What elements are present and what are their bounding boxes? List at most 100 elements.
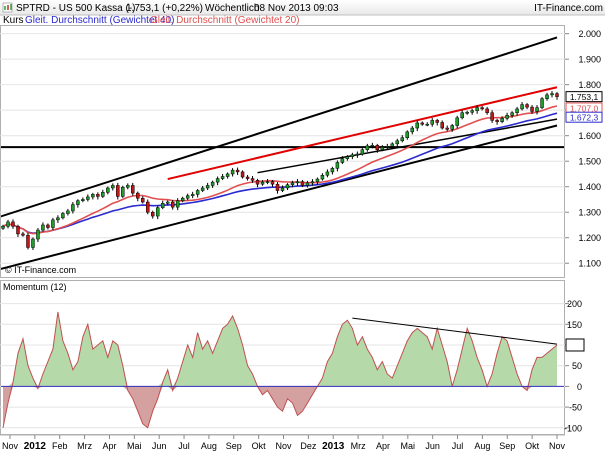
candle xyxy=(350,152,355,160)
candle xyxy=(81,197,85,203)
x-tick-label: Mai xyxy=(127,441,142,451)
candle xyxy=(540,97,544,110)
candle xyxy=(21,231,25,237)
candle xyxy=(440,120,444,130)
momentum-tick-label: 200 xyxy=(567,299,582,309)
x-tick-label: Okt xyxy=(252,441,267,451)
momentum-negative-area xyxy=(3,386,557,428)
candle xyxy=(215,176,220,186)
candle xyxy=(61,211,65,220)
price-tick-label: 1.300 xyxy=(578,208,601,218)
x-tick-label: Sep xyxy=(499,441,515,451)
x-tick-label: Mai xyxy=(401,441,416,451)
candle xyxy=(475,105,479,114)
x-tick-label: Dez xyxy=(300,441,317,451)
x-tick-label: Apr xyxy=(376,441,390,451)
symbol-title: SPTRD - US 500 Kassa (-) xyxy=(16,3,135,14)
datetime-label: 08 Nov 2013 09:03 xyxy=(254,3,339,14)
candle xyxy=(200,185,205,193)
candle xyxy=(370,142,375,149)
candle xyxy=(335,160,340,172)
candle xyxy=(360,148,365,156)
candle xyxy=(500,116,504,124)
resistance-line xyxy=(167,86,558,181)
candle xyxy=(1,224,5,230)
x-tick-label: 2013 xyxy=(322,441,345,452)
candle xyxy=(515,106,519,116)
candle xyxy=(265,179,270,185)
candle xyxy=(195,189,200,198)
candle xyxy=(490,110,494,123)
x-tick-label: Aug xyxy=(201,441,217,451)
candle xyxy=(250,176,255,183)
ma40-line xyxy=(2,112,558,235)
candle xyxy=(121,185,125,198)
candle xyxy=(520,102,524,111)
candle xyxy=(445,125,449,132)
price-tag: 1.672,3 xyxy=(565,111,603,123)
candle xyxy=(395,138,400,147)
candle xyxy=(205,182,210,191)
candle xyxy=(375,143,380,153)
candle xyxy=(505,112,509,121)
candle xyxy=(141,196,145,204)
candle xyxy=(136,191,140,202)
candle xyxy=(465,110,469,115)
upper-channel-line xyxy=(1,36,558,218)
candle xyxy=(190,191,195,199)
candle xyxy=(435,118,439,126)
candle xyxy=(295,179,300,186)
momentum-title: Momentum (12) xyxy=(3,282,67,292)
candle xyxy=(31,237,35,250)
candle xyxy=(116,182,120,200)
candle xyxy=(91,192,95,200)
candle xyxy=(175,198,180,211)
legend-ma20: Gleit. Durchschnitt (Gewichtet 20) xyxy=(150,15,300,26)
price-tick-label: 2.000 xyxy=(578,29,601,39)
x-tick-label: Jul xyxy=(178,441,190,451)
candle xyxy=(131,182,135,196)
lower-channel-line xyxy=(1,124,558,270)
price-tick-label: 1.500 xyxy=(578,157,601,167)
candle xyxy=(390,142,395,149)
last-price-change: 1.753,1 (+0,22%) xyxy=(126,3,203,14)
candle xyxy=(310,179,315,186)
candle xyxy=(485,106,489,115)
candle xyxy=(510,111,514,118)
period-label: Wöchentlich xyxy=(205,3,259,14)
candle xyxy=(155,205,160,220)
candle xyxy=(41,222,45,232)
x-tick-label: Mrz xyxy=(77,441,92,451)
header-bar xyxy=(0,0,605,15)
candle xyxy=(420,121,424,126)
candle xyxy=(345,155,350,161)
candle xyxy=(470,108,474,115)
candle xyxy=(240,170,245,179)
x-tick-label: Sep xyxy=(226,441,242,451)
candle xyxy=(150,210,155,219)
candle xyxy=(165,200,170,206)
x-tick-label: Apr xyxy=(102,441,116,451)
x-tick-label: Mrz xyxy=(351,441,366,451)
candle xyxy=(525,103,529,110)
x-tick-label: Okt xyxy=(525,441,540,451)
candle xyxy=(11,219,15,229)
candle xyxy=(555,92,559,100)
x-tick-label: Jun xyxy=(152,441,167,451)
candle xyxy=(270,180,275,187)
candle xyxy=(275,182,280,194)
x-tick-label: Nov xyxy=(549,441,566,451)
candle xyxy=(480,106,484,111)
candle xyxy=(180,196,185,203)
candle xyxy=(280,185,285,193)
momentum-tick-label: 50 xyxy=(572,361,582,371)
watermark: © IT-Finance.com xyxy=(5,265,76,275)
candle xyxy=(285,183,290,191)
candle xyxy=(225,172,230,179)
candle xyxy=(146,199,150,215)
candle xyxy=(6,219,10,229)
chart-icon xyxy=(2,2,13,13)
x-tick-label: Aug xyxy=(474,441,490,451)
candle xyxy=(101,189,105,198)
